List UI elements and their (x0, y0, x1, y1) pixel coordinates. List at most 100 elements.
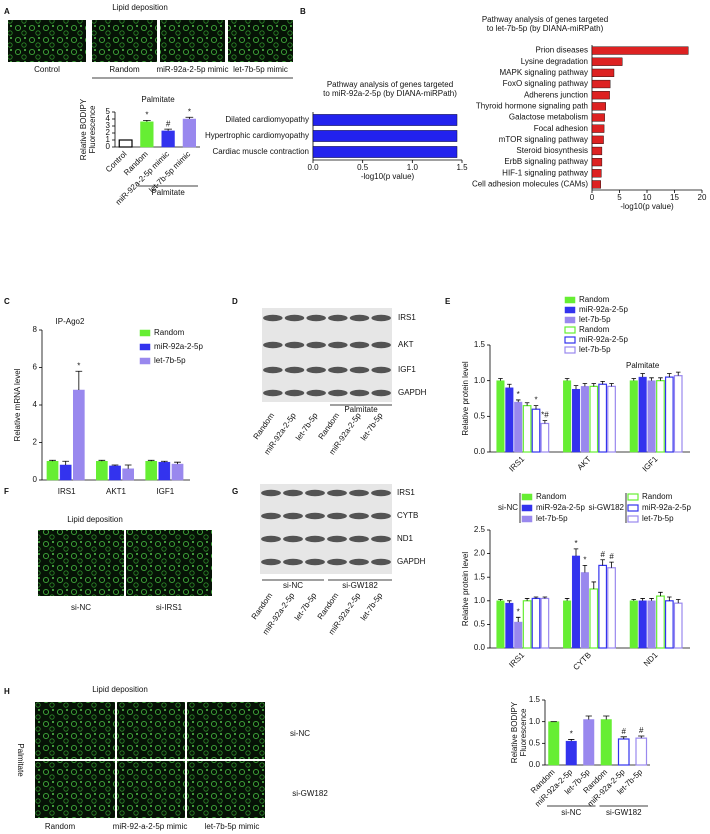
blot-band (328, 389, 348, 397)
blot-band (371, 512, 391, 520)
error-bar (582, 383, 588, 387)
legend-swatch (627, 515, 639, 523)
y-tick-label: 1.5 (529, 695, 541, 704)
blot-band (371, 341, 391, 349)
bar (589, 385, 599, 453)
blot-label: IGF1 (398, 365, 416, 374)
legend-swatch (521, 515, 533, 523)
y-tick-label: ErbB signaling pathway (504, 157, 588, 166)
x-tick-label: AKT (576, 454, 593, 471)
error-bar (507, 600, 512, 604)
blot-label: IRS1 (398, 313, 416, 322)
blot-band (349, 366, 370, 374)
error-bar (143, 120, 151, 122)
group-label: Palmitate (151, 188, 185, 197)
bar (591, 91, 610, 100)
bar (171, 463, 184, 481)
error-bar (582, 565, 588, 573)
y-tick-label: Galactose metabolism (509, 113, 588, 122)
blot-band (261, 558, 281, 566)
error-bar (609, 383, 614, 387)
bar (118, 139, 133, 148)
y-tick-label: Cardiac muscle contraction (213, 147, 309, 156)
bar (96, 461, 108, 481)
panel-title: Lipid deposition (92, 685, 148, 694)
blot-band (328, 341, 348, 349)
error-bar (124, 464, 132, 469)
chart-title: IP-Ago2 (56, 317, 85, 326)
group-label: si-NC (283, 581, 303, 590)
panel-title: Lipid deposition (67, 515, 123, 524)
error-bar (631, 598, 637, 601)
x-tick-label: 5 (617, 193, 622, 202)
blot-label: AKT (398, 340, 414, 349)
error-bar (542, 596, 548, 599)
error-bar (573, 548, 579, 556)
legend-label: miR-92a-2-5p (642, 503, 691, 512)
panel-letter: D (232, 297, 238, 306)
image-label: miR-92a-2-5p mimic (156, 65, 228, 74)
bar (540, 422, 550, 453)
legend-swatch (564, 296, 576, 304)
bar (580, 386, 589, 453)
bar (591, 124, 605, 133)
blot-label: CYTB (397, 511, 418, 520)
blot-band (371, 489, 391, 497)
group-label: si-GW182 (606, 808, 642, 817)
legend-label: Random (536, 492, 567, 501)
y-axis-label: Fluorescence (519, 708, 528, 757)
micrograph (35, 761, 115, 818)
error-bar (564, 378, 570, 381)
blot-band (371, 389, 391, 397)
error-bar (638, 735, 645, 739)
error-bar (658, 591, 663, 597)
annotation: * (574, 539, 577, 548)
bar (548, 721, 560, 766)
blot-band (305, 512, 325, 520)
legend-swatch (564, 336, 576, 344)
blot-band (349, 314, 370, 322)
legend-group-label: si-NC (498, 503, 518, 512)
y-tick-label: HIF-1 signaling pathway (502, 168, 588, 177)
bar (145, 461, 158, 481)
bar (591, 146, 603, 156)
blot-band (263, 341, 283, 349)
bar (496, 380, 505, 453)
annotation: * (534, 396, 537, 405)
y-tick-label: Adherens junction (524, 90, 588, 99)
micrograph (187, 761, 265, 818)
micrograph (8, 20, 86, 62)
group-label: si-GW182 (342, 581, 378, 590)
blot-band (371, 366, 391, 374)
bar (505, 602, 514, 649)
bar (122, 468, 135, 481)
y-tick-label: Prion diseases (536, 46, 588, 55)
error-bar (609, 561, 614, 568)
blot-band (261, 535, 281, 543)
x-tick-label: 0.0 (307, 163, 319, 172)
y-tick-label: 1.5 (474, 340, 486, 349)
bar (514, 621, 523, 649)
blot-band (283, 535, 303, 543)
error-bar (498, 598, 503, 601)
bar (591, 113, 605, 122)
bar (647, 380, 656, 453)
y-axis-label: Relative BODIPY (510, 701, 519, 763)
error-bar (603, 715, 610, 720)
error-bar (667, 596, 672, 601)
y-tick-label: 2 (106, 128, 111, 137)
legend-label: let-7b-5p (642, 514, 674, 523)
bar (647, 600, 656, 649)
legend-swatch (564, 306, 576, 314)
y-tick-label: 1 (106, 135, 111, 144)
annotation: # (600, 550, 605, 559)
blot-band (306, 341, 326, 349)
legend-label: let-7b-5p (579, 345, 611, 354)
bar (617, 738, 630, 766)
blot-band (328, 366, 348, 374)
bar (591, 169, 602, 178)
legend-label: Random (579, 295, 610, 304)
error-bar (174, 461, 181, 465)
image-label: Control (34, 65, 60, 74)
y-tick-label: Cell adhesion molecules (CAMs) (472, 180, 588, 189)
